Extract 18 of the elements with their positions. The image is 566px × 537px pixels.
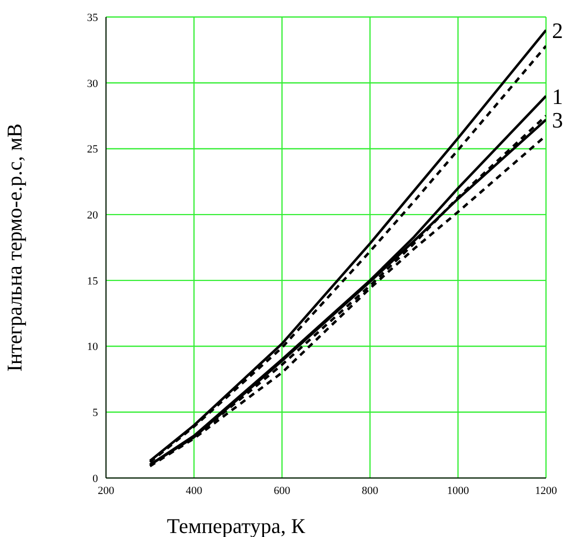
x-tick-label: 600 [274,484,291,497]
x-tick-label: 1000 [447,484,470,497]
y-tick-label: 35 [87,12,98,24]
x-tick-label: 200 [98,484,115,497]
series-label: 3 [552,108,563,133]
x-tick-label: 1200 [535,484,558,497]
y-tick-label: 5 [92,407,98,420]
x-tick-label: 800 [362,484,379,497]
y-tick-label: 15 [87,275,98,288]
y-tick-label: 25 [87,144,98,156]
y-tick-label: 10 [87,341,98,354]
y-tick-label: 30 [87,78,98,90]
y-tick-label: 20 [87,209,98,222]
y-tick-label: 0 [92,472,98,485]
series-label: 1 [552,84,563,110]
y-axis-title: Інтегральна термо-е.р.с, мВ [2,123,26,372]
series-label: 2 [552,18,563,44]
x-tick-label: 400 [186,484,203,497]
